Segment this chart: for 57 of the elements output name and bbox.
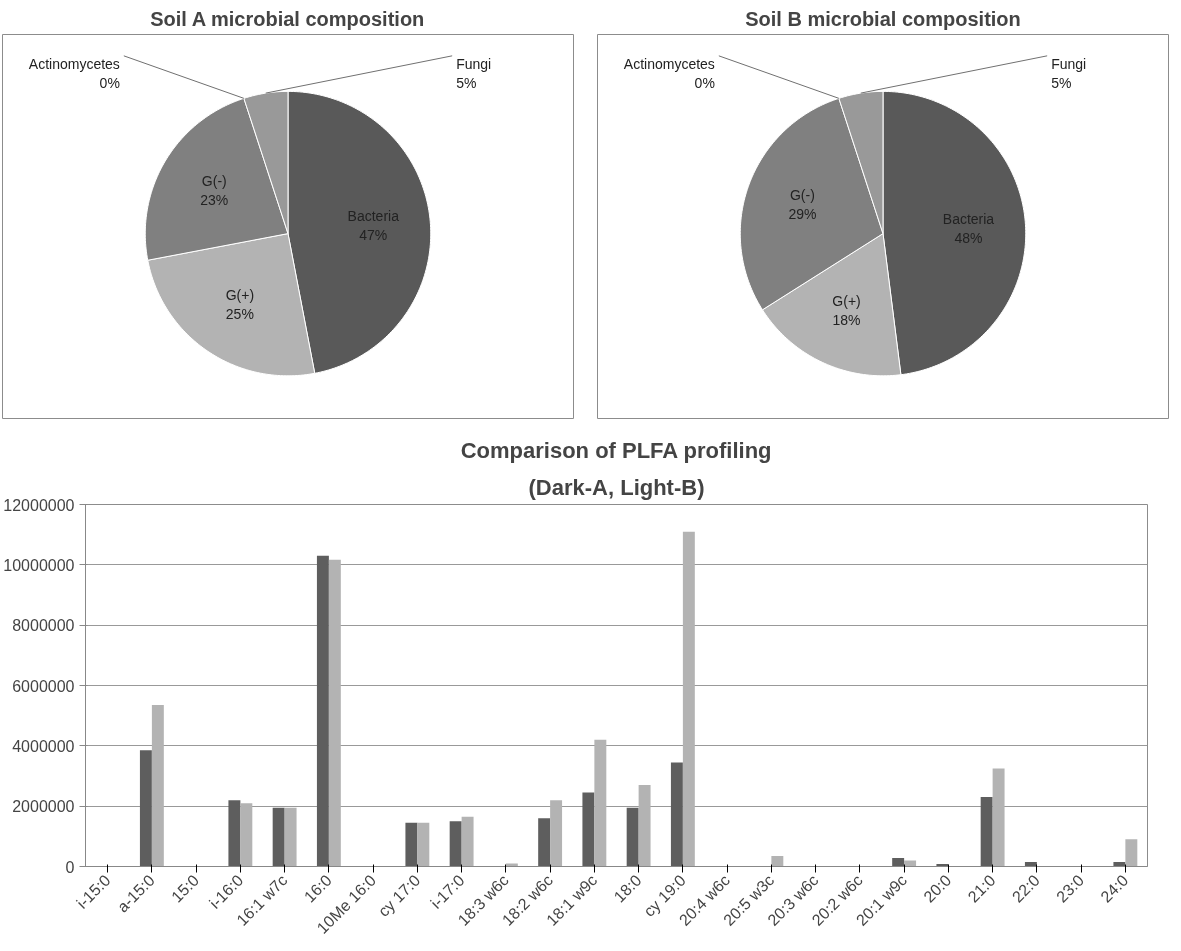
slice-label: G(-) <box>789 187 815 204</box>
bar <box>771 855 784 867</box>
data-label: 47% <box>359 227 388 244</box>
bar <box>626 807 639 867</box>
bar <box>316 555 329 867</box>
bar <box>240 803 253 867</box>
bar <box>892 858 905 867</box>
bar <box>505 863 518 867</box>
bar <box>405 822 418 867</box>
bar <box>449 821 462 867</box>
bar <box>139 750 152 867</box>
chart-title: Soil A microbial composition <box>150 7 425 30</box>
slice-label: Fungi <box>456 55 492 72</box>
data-label: 5% <box>1051 75 1072 92</box>
slice-label: G(-) <box>201 172 227 189</box>
bar <box>284 807 297 867</box>
bar <box>582 792 595 867</box>
chart-title: Soil B microbial composition <box>745 7 1021 30</box>
bar <box>272 807 285 867</box>
y-tick-label: 8000000 <box>12 617 75 635</box>
chart-subtitle: (Dark-A, Light-B) <box>528 474 705 500</box>
y-tick-label: 0 <box>65 858 75 876</box>
bar <box>417 822 430 867</box>
slice-label: Bacteria <box>942 210 995 227</box>
category-label: Actinomycetes <box>28 55 120 72</box>
bar <box>538 818 551 867</box>
bar <box>328 559 341 867</box>
bar <box>550 800 563 867</box>
slice-label: Fungi <box>1051 55 1087 72</box>
y-tick-label: 10000000 <box>3 556 75 574</box>
bar <box>682 531 695 867</box>
data-label: 29% <box>788 206 817 223</box>
text: 0% <box>694 75 715 92</box>
text: 0% <box>99 75 120 92</box>
data-label: 18% <box>832 312 861 329</box>
slice-label: G(+) <box>225 286 255 303</box>
category-label: Actinomycetes <box>623 55 715 72</box>
y-tick-label: 6000000 <box>12 677 75 695</box>
data-label: 5% <box>456 75 477 92</box>
bar <box>638 785 651 867</box>
chart-title: Comparison of PLFA profiling <box>460 437 772 463</box>
y-tick-label: 4000000 <box>12 737 75 755</box>
bar <box>992 768 1005 867</box>
y-tick-label: 2000000 <box>12 798 75 816</box>
bar <box>904 860 917 867</box>
slice-label: Bacteria <box>347 207 400 224</box>
bar <box>594 739 607 867</box>
y-tick-label: 12000000 <box>3 496 75 514</box>
data-label: 23% <box>200 191 229 208</box>
bar <box>1125 839 1138 867</box>
bar <box>461 816 474 867</box>
bar <box>670 762 683 867</box>
bar <box>228 800 241 867</box>
bar <box>980 797 993 867</box>
data-label: 25% <box>225 305 254 322</box>
bar <box>151 705 164 867</box>
slice-label: G(+) <box>832 293 861 310</box>
